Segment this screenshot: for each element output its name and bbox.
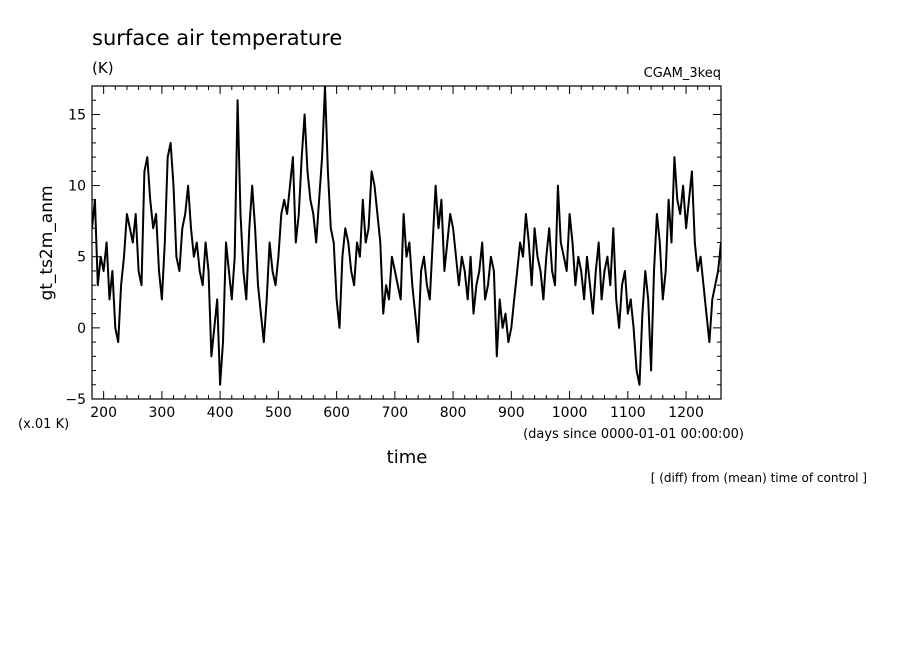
experiment-label: CGAM_3keq [644, 66, 721, 81]
chart-units: (K) [92, 59, 114, 77]
x-tick-label: 800 [440, 405, 467, 421]
y-tick-label: −5 [65, 392, 86, 408]
y-axis-label: gt_ts2m_anm [37, 185, 57, 300]
y-tick-label: 15 [68, 107, 86, 123]
y-scale-note: (x.01 K) [18, 417, 69, 432]
x-tick-label: 1100 [610, 405, 646, 421]
plot-area: 200 300 400 500 600 700 800 900 1000 1100 1200 −5 0 5… [65, 85, 722, 421]
chart-title: surface air temperature [92, 26, 342, 50]
y-tick-label: 0 [77, 321, 86, 337]
y-tick-label: 5 [77, 250, 86, 266]
x-tick-label: 400 [207, 405, 234, 421]
x-tick-label: 200 [90, 405, 117, 421]
footnote: [ (diff) from (mean) time of control ] [651, 471, 867, 485]
x-tick-label: 300 [149, 405, 176, 421]
x-tick-label: 1200 [668, 405, 704, 421]
x-axis-units: (days since 0000-01-01 00:00:00) [523, 427, 744, 442]
y-tick-label: 10 [68, 179, 86, 195]
x-tick-label: 500 [265, 405, 292, 421]
x-axis-label: time [387, 447, 428, 468]
x-tick-label: 1000 [552, 405, 588, 421]
x-tick-label: 700 [381, 405, 408, 421]
series-line [92, 86, 721, 386]
x-tick-label: 600 [323, 405, 350, 421]
x-tick-label: 900 [498, 405, 525, 421]
